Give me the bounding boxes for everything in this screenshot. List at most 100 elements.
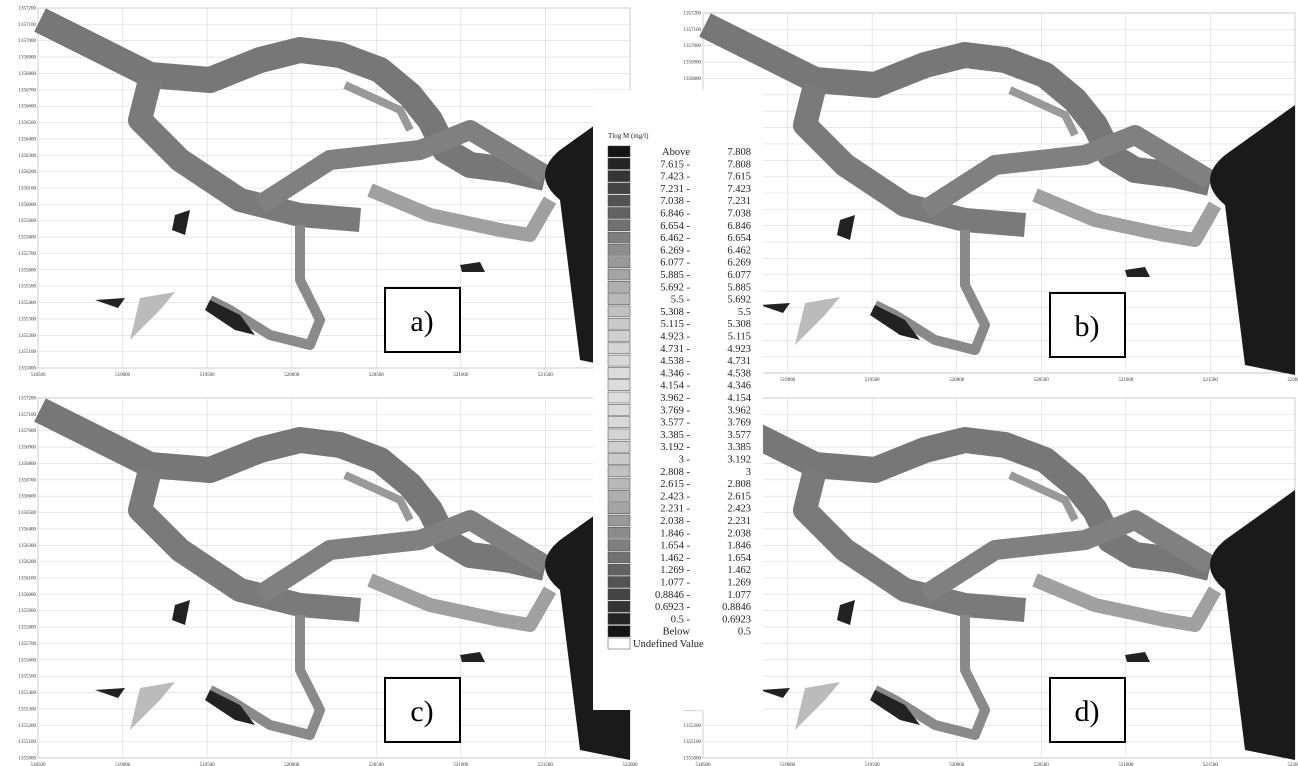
- y-tick-label: 1355500: [19, 675, 37, 680]
- legend-high: 3.962: [727, 405, 751, 416]
- legend-low: 6.846 -: [660, 209, 690, 220]
- map-panel: 1355000135510013552001355300135540013555…: [684, 397, 1298, 766]
- legend-low: 2.423 -: [660, 491, 690, 502]
- legend-swatch: [608, 490, 630, 501]
- legend-high: 7.808: [727, 147, 751, 158]
- legend-high: 5.5: [738, 307, 751, 318]
- legend-low: 4.346 -: [660, 368, 690, 379]
- y-tick-label: 1356700: [19, 478, 37, 483]
- y-tick-label: 1356800: [19, 462, 37, 467]
- legend-swatch: [608, 158, 630, 169]
- legend-low: 1.846 -: [660, 528, 690, 539]
- y-tick-label: 1357200: [684, 12, 702, 17]
- legend-high: 4.154: [727, 393, 751, 404]
- legend-swatch: [608, 208, 630, 219]
- y-tick-label: 1356700: [19, 88, 37, 93]
- legend-low: Above: [662, 147, 690, 158]
- legend-high: 2.038: [727, 528, 751, 539]
- legend-high: 7.038: [727, 209, 751, 220]
- y-tick-label: 1356200: [19, 560, 37, 565]
- legend-low: 3.577 -: [660, 418, 690, 429]
- legend-high: 1.077: [727, 590, 751, 601]
- map-panel: 1355000135510013552001355300135540013555…: [684, 12, 1298, 384]
- y-tick-label: 1356600: [19, 495, 37, 500]
- y-tick-label: 1357100: [684, 28, 702, 33]
- legend-low: 6.269 -: [660, 245, 690, 256]
- legend-low: 2.615 -: [660, 479, 690, 490]
- x-tick-label: 521500: [1203, 378, 1219, 383]
- legend-high: 4.731: [727, 356, 751, 367]
- legend-swatch: [608, 392, 630, 403]
- y-tick-label: 1356000: [19, 593, 37, 598]
- legend-swatch: [608, 564, 630, 575]
- legend-swatch: [608, 331, 630, 342]
- legend-low: 3.385 -: [660, 430, 690, 441]
- legend-swatch: [608, 183, 630, 194]
- legend-high: 7.808: [727, 159, 751, 170]
- legend-high: 1.462: [727, 565, 751, 576]
- y-tick-label: 1356400: [19, 137, 37, 142]
- legend-high: 1.846: [727, 541, 751, 552]
- x-tick-label: 519500: [200, 373, 216, 378]
- legend-swatch: [608, 306, 630, 317]
- y-tick-label: 1356800: [684, 77, 702, 82]
- legend-high: 3.577: [727, 430, 751, 441]
- legend-low: 6.077 -: [660, 258, 690, 269]
- legend-swatch: [608, 146, 630, 157]
- y-tick-label: 1356200: [19, 170, 37, 175]
- y-tick-label: 1355500: [19, 285, 37, 290]
- legend-swatch: [608, 220, 630, 231]
- y-tick-label: 1356000: [19, 203, 37, 208]
- legend-swatch: [608, 269, 630, 280]
- legend-swatch: [608, 318, 630, 329]
- y-tick-label: 1355200: [684, 724, 702, 729]
- x-tick-label: 521000: [1118, 378, 1134, 383]
- panel-label: b): [1075, 310, 1100, 343]
- legend-swatch: [608, 601, 630, 612]
- legend-swatch: [608, 589, 630, 600]
- panel-label: a): [410, 305, 433, 338]
- legend-high: 4.923: [727, 344, 751, 355]
- legend-high: 5.115: [728, 332, 751, 343]
- legend-swatch: [608, 515, 630, 526]
- legend-low: 4.538 -: [660, 356, 690, 367]
- legend-low: 5.885 -: [660, 270, 690, 281]
- legend-high: 2.231: [727, 516, 751, 527]
- legend-swatch: [608, 171, 630, 182]
- y-tick-label: 1357000: [19, 429, 37, 434]
- legend-swatch: [608, 195, 630, 206]
- legend-swatch: [608, 281, 630, 292]
- y-tick-label: 1355000: [684, 757, 702, 762]
- legend-high: 0.5: [738, 627, 751, 638]
- legend-low: 3.962 -: [660, 393, 690, 404]
- x-tick-label: 521500: [538, 373, 554, 378]
- legend-swatch: [608, 367, 630, 378]
- y-tick-label: 1356500: [19, 511, 37, 516]
- map-panel: 1355000135510013552001355300135540013555…: [19, 7, 639, 379]
- legend-high: 5.885: [727, 282, 751, 293]
- x-tick-label: 519500: [865, 378, 881, 383]
- x-tick-label: 520500: [1034, 378, 1050, 383]
- x-tick-label: 520000: [284, 373, 300, 378]
- y-tick-label: 1355800: [19, 626, 37, 631]
- legend-high: 3.192: [727, 455, 751, 466]
- legend-swatch: [608, 343, 630, 354]
- panel-label: d): [1075, 695, 1100, 728]
- legend-swatch: [608, 613, 630, 624]
- legend-swatch: [608, 355, 630, 366]
- y-tick-label: 1355600: [19, 268, 37, 273]
- y-tick-label: 1355700: [19, 252, 37, 257]
- legend-low: 4.154 -: [660, 381, 690, 392]
- legend-swatch: [608, 294, 630, 305]
- y-tick-label: 1355400: [19, 301, 37, 306]
- y-tick-label: 1356900: [19, 446, 37, 451]
- x-tick-label: 519000: [115, 373, 131, 378]
- legend-high: 6.654: [727, 233, 751, 244]
- legend-high: 6.269: [727, 258, 751, 269]
- y-tick-label: 1355100: [19, 350, 37, 355]
- legend-high: 6.077: [727, 270, 751, 281]
- y-tick-label: 1355000: [19, 757, 37, 762]
- legend-swatch: [608, 626, 630, 637]
- legend-high: 4.346: [727, 381, 751, 392]
- x-tick-label: 518500: [31, 373, 47, 378]
